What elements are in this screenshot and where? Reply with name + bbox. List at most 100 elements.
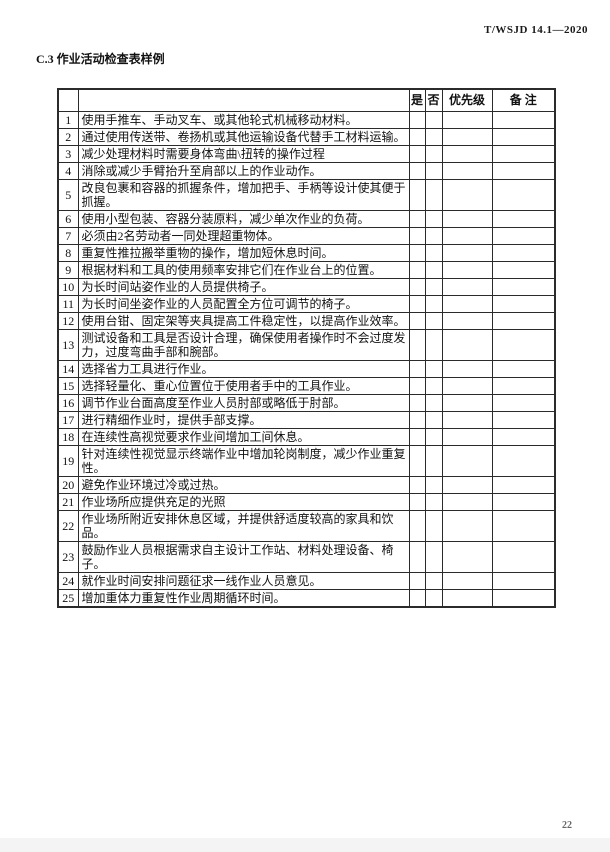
yes-cell [408,144,426,163]
checklist-table: 是 否 优先级 备 注 1 使用手推车、手动叉车、或其他轮式机械移动材料。 2 … [57,88,556,608]
remarks-cell [491,359,556,378]
table-row: 19 针对连续性视觉显示终端作业中增加轮岗制度，减少作业重复性。 [57,444,556,477]
section-title: C.3 作业活动检查表样例 [36,52,165,66]
row-number: 4 [57,161,79,180]
remarks-cell [491,243,556,262]
priority-cell [441,475,493,494]
priority-cell [441,161,493,180]
yes-cell [408,209,426,228]
row-description: 鼓励作业人员根据需求自主设计工作站、材料处理设备、椅子。 [77,540,410,573]
remarks-cell [491,588,556,607]
remarks-cell [491,540,556,573]
row-description: 避免作业环境过冷或过热。 [77,475,410,494]
remarks-cell [491,144,556,163]
priority-cell [441,444,493,477]
row-description: 使用台钳、固定架等夹具提高工件稳定性，以提高作业效率。 [77,311,410,330]
row-number: 22 [57,509,79,542]
table-row: 21 作业场所应提供充足的光照 [57,492,556,511]
yes-cell [408,393,426,412]
no-cell [424,475,443,494]
row-number: 9 [57,260,79,279]
row-description: 重复性推拉搬举重物的操作，增加短休息时间。 [77,243,410,262]
no-cell [424,311,443,330]
table-row: 3 减少处理材料时需要身体弯曲\扭转的操作过程 [57,144,556,163]
row-description: 通过使用传送带、卷扬机或其他运输设备代替手工材料运输。 [77,127,410,146]
table-row: 22 作业场所附近安排休息区域，并提供舒适度较高的家具和饮品。 [57,509,556,542]
remarks-cell [491,127,556,146]
yes-cell [408,588,426,607]
table-row: 11 为长时间坐姿作业的人员配置全方位可调节的椅子。 [57,294,556,313]
table-row: 14 选择省力工具进行作业。 [57,359,556,378]
table-row: 24 就作业时间安排问题征求一线作业人员意见。 [57,571,556,590]
table-row: 9 根据材料和工具的使用频率安排它们在作业台上的位置。 [57,260,556,279]
table-row: 1 使用手推车、手动叉车、或其他轮式机械移动材料。 [57,110,556,129]
priority-cell [441,127,493,146]
header-yes: 是 [408,88,426,112]
page-bottom-edge [0,838,610,852]
yes-cell [408,540,426,573]
row-description: 调节作业台面高度至作业人员肘部或略低于肘部。 [77,393,410,412]
remarks-cell [491,226,556,245]
table-row: 10 为长时间站姿作业的人员提供椅子。 [57,277,556,296]
priority-cell [441,226,493,245]
priority-cell [441,427,493,446]
no-cell [424,571,443,590]
table-row: 13 测试设备和工具是否设计合理，确保使用者操作时不会过度发力，过度弯曲手部和腕… [57,328,556,361]
priority-cell [441,243,493,262]
no-cell [424,540,443,573]
no-cell [424,260,443,279]
row-number: 25 [57,588,79,607]
row-description: 针对连续性视觉显示终端作业中增加轮岗制度，减少作业重复性。 [77,444,410,477]
priority-cell [441,492,493,511]
priority-cell [441,328,493,361]
yes-cell [408,492,426,511]
row-description: 作业场所应提供充足的光照 [77,492,410,511]
table-row: 16 调节作业台面高度至作业人员肘部或略低于肘部。 [57,393,556,412]
remarks-cell [491,492,556,511]
table-row: 5 改良包裹和容器的抓握条件，增加把手、手柄等设计使其便于抓握。 [57,178,556,211]
no-cell [424,492,443,511]
document-code: T/WSJD 14.1—2020 [484,24,588,36]
no-cell [424,209,443,228]
priority-cell [441,209,493,228]
priority-cell [441,588,493,607]
priority-cell [441,110,493,129]
row-number: 21 [57,492,79,511]
yes-cell [408,475,426,494]
yes-cell [408,178,426,211]
row-number: 19 [57,444,79,477]
no-cell [424,509,443,542]
row-number: 17 [57,410,79,429]
row-number: 23 [57,540,79,573]
table-row: 8 重复性推拉搬举重物的操作，增加短休息时间。 [57,243,556,262]
row-number: 20 [57,475,79,494]
no-cell [424,588,443,607]
no-cell [424,161,443,180]
row-number: 10 [57,277,79,296]
row-number: 3 [57,144,79,163]
row-number: 5 [57,178,79,211]
remarks-cell [491,209,556,228]
remarks-cell [491,277,556,296]
priority-cell [441,571,493,590]
row-number: 12 [57,311,79,330]
row-description: 为长时间坐姿作业的人员配置全方位可调节的椅子。 [77,294,410,313]
no-cell [424,427,443,446]
yes-cell [408,294,426,313]
remarks-cell [491,509,556,542]
row-description: 使用小型包装、容器分装原料，减少单次作业的负荷。 [77,209,410,228]
table-row: 6 使用小型包装、容器分装原料，减少单次作业的负荷。 [57,209,556,228]
no-cell [424,243,443,262]
row-number: 13 [57,328,79,361]
no-cell [424,178,443,211]
yes-cell [408,571,426,590]
priority-cell [441,393,493,412]
row-description: 选择轻量化、重心位置位于使用者手中的工具作业。 [77,376,410,395]
row-description: 根据材料和工具的使用频率安排它们在作业台上的位置。 [77,260,410,279]
row-description: 消除或减少手臂抬升至肩部以上的作业动作。 [77,161,410,180]
no-cell [424,127,443,146]
checklist-table-container: 是 否 优先级 备 注 1 使用手推车、手动叉车、或其他轮式机械移动材料。 2 … [57,88,556,608]
row-description: 就作业时间安排问题征求一线作业人员意见。 [77,571,410,590]
row-number: 6 [57,209,79,228]
row-number: 8 [57,243,79,262]
